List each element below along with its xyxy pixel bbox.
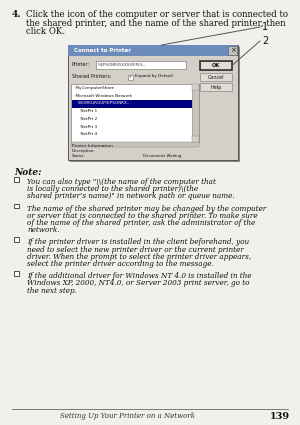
Text: MyComputerShare: MyComputerShare xyxy=(73,86,114,90)
Text: Cancel: Cancel xyxy=(208,74,224,79)
Text: Expand by Default: Expand by Default xyxy=(135,74,173,78)
Text: Windows XP, 2000, NT4.0, or Server 2003 print server, go to: Windows XP, 2000, NT4.0, or Server 2003 … xyxy=(27,279,250,287)
Text: The name of the shared printer may be changed by the computer: The name of the shared printer may be ch… xyxy=(27,204,266,212)
Text: If the printer driver is installed in the client beforehand, you: If the printer driver is installed in th… xyxy=(27,238,249,246)
Text: NetPrt 1: NetPrt 1 xyxy=(73,109,97,113)
Text: Printer:: Printer: xyxy=(72,62,90,66)
Text: 139: 139 xyxy=(270,412,290,421)
Text: of the name of the shared printer, ask the administrator of the: of the name of the shared printer, ask t… xyxy=(27,219,255,227)
Text: ✓: ✓ xyxy=(129,76,132,79)
Text: need to select the new printer driver or the current printer: need to select the new printer driver or… xyxy=(27,246,244,254)
Text: Documents Waiting: Documents Waiting xyxy=(143,153,182,158)
Text: NetPrt 3: NetPrt 3 xyxy=(73,125,97,128)
Bar xyxy=(200,61,232,70)
Text: ×: × xyxy=(230,48,236,54)
Text: shared printer’s name)" in network path or queue name.: shared printer’s name)" in network path … xyxy=(27,193,235,201)
Bar xyxy=(14,177,19,181)
Bar xyxy=(14,238,19,242)
Bar xyxy=(68,45,238,160)
Text: Click the icon of the computer or server that is connected to: Click the icon of the computer or server… xyxy=(26,10,288,19)
Text: or server that is connected to the shared printer. To make sure: or server that is connected to the share… xyxy=(27,212,258,220)
Bar xyxy=(200,61,232,70)
Text: Microsoft Windows Network: Microsoft Windows Network xyxy=(73,94,132,98)
Text: Status:: Status: xyxy=(72,153,86,158)
Bar xyxy=(14,271,19,276)
Bar xyxy=(192,84,199,90)
Bar xyxy=(192,84,199,142)
Text: WORKGROUP\EPSONRX...: WORKGROUP\EPSONRX... xyxy=(73,101,130,105)
Text: 4.: 4. xyxy=(12,10,22,19)
Text: NetPrt 2: NetPrt 2 xyxy=(73,117,97,121)
Bar xyxy=(200,73,232,81)
Text: NetPrt 4: NetPrt 4 xyxy=(73,132,97,136)
Bar xyxy=(128,75,133,80)
Text: driver. When the prompt to select the printer driver appears,: driver. When the prompt to select the pr… xyxy=(27,253,251,261)
Text: If the additional driver for Windows NT 4.0 is installed in the: If the additional driver for Windows NT … xyxy=(27,272,251,280)
Text: You can also type "\\(the name of the computer that: You can also type "\\(the name of the co… xyxy=(27,178,216,186)
Text: Help: Help xyxy=(210,85,222,90)
Text: \\EPSONRX5XXXX\EPLS...: \\EPSONRX5XXXX\EPLS... xyxy=(98,63,146,67)
Bar xyxy=(200,83,232,91)
Bar xyxy=(70,47,240,162)
Text: network.: network. xyxy=(27,226,59,234)
Bar xyxy=(72,100,192,108)
Text: the shared printer, and the name of the shared printer, then: the shared printer, and the name of the … xyxy=(26,19,286,28)
Text: Connect to Printer: Connect to Printer xyxy=(74,48,131,53)
Bar xyxy=(71,84,199,142)
Text: OK: OK xyxy=(212,63,220,68)
Bar xyxy=(14,204,19,208)
Bar xyxy=(68,45,238,56)
Text: the next step.: the next step. xyxy=(27,286,77,295)
Bar xyxy=(228,46,237,55)
Text: Description:: Description: xyxy=(72,149,96,153)
Text: 1: 1 xyxy=(262,22,268,32)
Text: click OK.: click OK. xyxy=(26,27,65,36)
Text: Shared Printers:: Shared Printers: xyxy=(72,74,112,79)
Text: 2: 2 xyxy=(262,36,268,46)
Bar xyxy=(71,142,199,147)
Bar xyxy=(96,61,186,69)
Text: Setting Up Your Printer on a Network: Setting Up Your Printer on a Network xyxy=(60,412,195,420)
Text: select the printer driver according to the message.: select the printer driver according to t… xyxy=(27,260,214,268)
Text: Note:: Note: xyxy=(14,168,41,177)
Text: Printer Information: Printer Information xyxy=(72,144,113,148)
Text: is locally connected to the shared printer)\(the: is locally connected to the shared print… xyxy=(27,185,198,193)
Bar xyxy=(192,136,199,142)
